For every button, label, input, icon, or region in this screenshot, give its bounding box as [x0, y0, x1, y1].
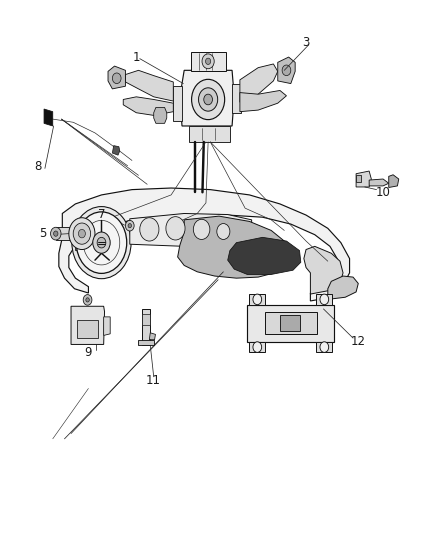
Polygon shape — [317, 294, 332, 305]
Circle shape — [166, 216, 185, 240]
Circle shape — [125, 220, 134, 231]
Polygon shape — [173, 86, 182, 120]
Polygon shape — [369, 179, 389, 186]
Text: 8: 8 — [35, 160, 42, 173]
Polygon shape — [356, 175, 361, 182]
Polygon shape — [44, 109, 53, 126]
Polygon shape — [250, 294, 265, 305]
Polygon shape — [240, 64, 278, 102]
Polygon shape — [75, 239, 92, 249]
Polygon shape — [125, 70, 173, 101]
Circle shape — [113, 73, 121, 84]
Circle shape — [72, 207, 131, 279]
Circle shape — [83, 295, 92, 305]
Circle shape — [205, 58, 211, 64]
Polygon shape — [180, 70, 234, 126]
Polygon shape — [265, 312, 317, 334]
Circle shape — [282, 65, 291, 76]
Text: 7: 7 — [98, 208, 105, 221]
Polygon shape — [228, 237, 301, 274]
Polygon shape — [59, 188, 350, 301]
Polygon shape — [108, 66, 125, 89]
Text: 3: 3 — [302, 36, 310, 49]
Polygon shape — [71, 306, 105, 344]
Circle shape — [69, 217, 95, 249]
Polygon shape — [247, 305, 334, 342]
Circle shape — [253, 294, 261, 305]
Polygon shape — [191, 52, 226, 71]
Polygon shape — [232, 84, 241, 113]
Circle shape — [50, 227, 61, 240]
Text: 9: 9 — [84, 346, 91, 359]
Text: 12: 12 — [351, 335, 366, 348]
Text: 10: 10 — [376, 186, 391, 199]
Polygon shape — [389, 175, 399, 188]
Circle shape — [78, 229, 85, 238]
Circle shape — [217, 223, 230, 239]
Polygon shape — [240, 91, 286, 112]
Polygon shape — [178, 216, 288, 278]
Circle shape — [76, 212, 127, 273]
Polygon shape — [317, 342, 332, 352]
Circle shape — [320, 342, 328, 352]
Text: 11: 11 — [145, 374, 160, 387]
Polygon shape — [356, 171, 371, 187]
Circle shape — [73, 223, 91, 244]
Polygon shape — [138, 340, 154, 345]
Polygon shape — [104, 317, 110, 335]
Text: 1: 1 — [133, 51, 140, 63]
Polygon shape — [250, 342, 265, 352]
Polygon shape — [278, 57, 295, 84]
Circle shape — [93, 232, 110, 253]
Circle shape — [191, 79, 225, 119]
Circle shape — [320, 294, 328, 305]
Polygon shape — [130, 214, 252, 246]
Polygon shape — [56, 227, 73, 240]
Polygon shape — [94, 228, 108, 239]
Circle shape — [198, 88, 218, 111]
Circle shape — [204, 94, 212, 105]
Text: 5: 5 — [39, 227, 46, 240]
Polygon shape — [154, 108, 167, 123]
Polygon shape — [328, 276, 358, 300]
Circle shape — [202, 54, 214, 69]
Polygon shape — [113, 146, 120, 155]
Polygon shape — [149, 333, 155, 340]
Circle shape — [53, 231, 58, 236]
Polygon shape — [304, 246, 343, 294]
Circle shape — [140, 217, 159, 241]
Polygon shape — [280, 316, 300, 331]
Circle shape — [86, 298, 89, 302]
Circle shape — [128, 223, 131, 228]
Polygon shape — [77, 319, 99, 338]
Circle shape — [253, 342, 261, 352]
Polygon shape — [141, 314, 150, 325]
Polygon shape — [141, 309, 150, 345]
Circle shape — [193, 219, 210, 239]
Circle shape — [97, 237, 106, 248]
Polygon shape — [188, 126, 230, 142]
Polygon shape — [123, 97, 173, 115]
